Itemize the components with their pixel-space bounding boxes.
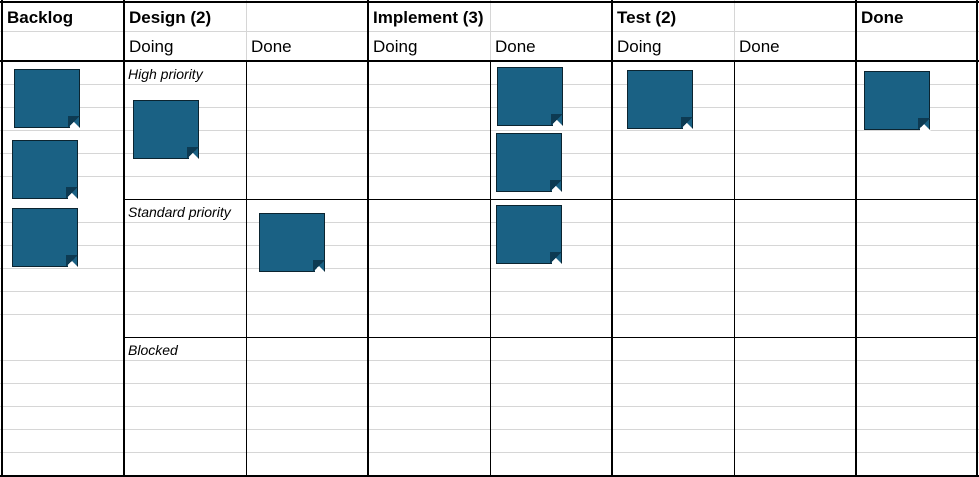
lane-label-standard-priority: Standard priority bbox=[128, 204, 231, 220]
sticky-note[interactable] bbox=[864, 71, 931, 131]
subcolumn-test-doing: Doing bbox=[617, 37, 662, 56]
sticky-note[interactable] bbox=[12, 208, 79, 268]
sticky-note[interactable] bbox=[496, 205, 563, 265]
lane-label-blocked: Blocked bbox=[128, 342, 178, 358]
lane-label-high-priority: High priority bbox=[128, 66, 203, 82]
sticky-note[interactable] bbox=[627, 70, 694, 130]
subcolumn-implement-doing: Doing bbox=[373, 37, 418, 56]
sticky-note[interactable] bbox=[497, 67, 564, 127]
subcolumn-design-doing: Doing bbox=[129, 37, 174, 56]
column-header-done: Done bbox=[861, 8, 904, 27]
sticky-note[interactable] bbox=[259, 213, 326, 273]
subcolumn-test-done: Done bbox=[739, 37, 780, 56]
sticky-note[interactable] bbox=[12, 140, 79, 200]
subcolumn-implement-done: Done bbox=[495, 37, 536, 56]
column-header-backlog: Backlog bbox=[7, 8, 74, 27]
sticky-note[interactable] bbox=[133, 100, 200, 160]
subcolumn-design-done: Done bbox=[251, 37, 292, 56]
sticky-note[interactable] bbox=[496, 133, 563, 193]
sticky-note[interactable] bbox=[14, 69, 81, 129]
column-header-test: Test (2) bbox=[617, 8, 677, 27]
column-header-implement: Implement (3) bbox=[373, 8, 484, 27]
column-header-design: Design (2) bbox=[129, 8, 212, 27]
